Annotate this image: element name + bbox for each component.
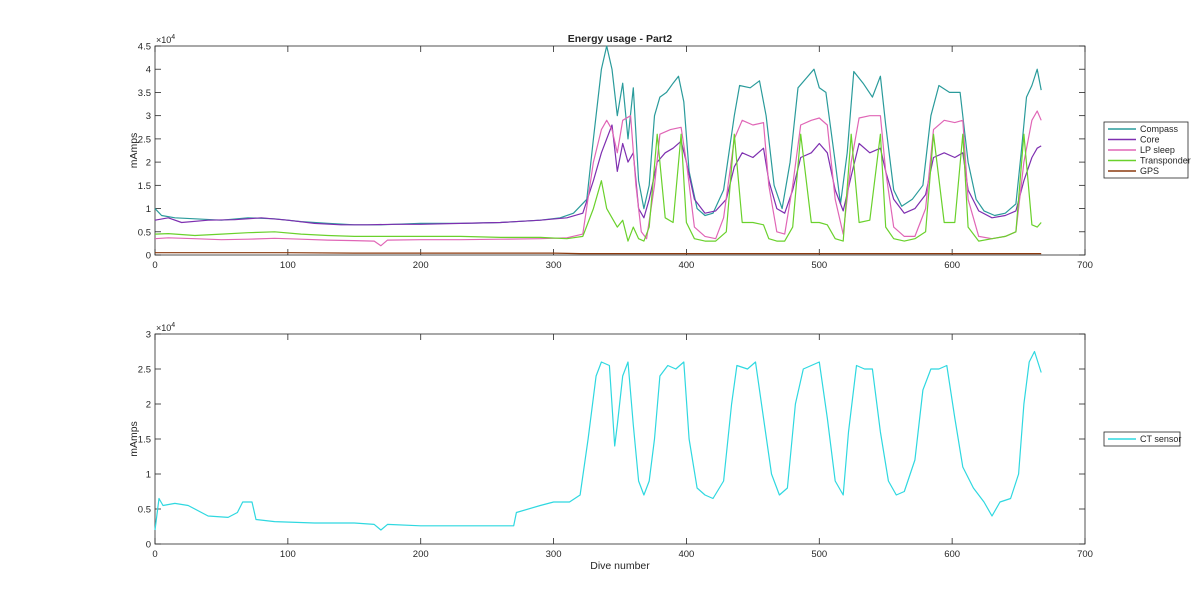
y-tick-label: 2.5: [138, 365, 151, 376]
y-axis-label: mAmps: [128, 421, 140, 457]
y-tick-label: 2.5: [138, 134, 151, 145]
legend-entry-label: Core: [1140, 135, 1160, 145]
plot-area: [154, 45, 1086, 256]
x-tick-label: 100: [280, 260, 296, 271]
y-tick-label: 4: [146, 65, 151, 76]
y-tick-label: 1: [146, 470, 151, 481]
energy-usage-axes: Energy usage - Part2 mAmps ×104 0 100 200 3…: [128, 33, 1191, 271]
y-tick-label: 1.5: [138, 181, 151, 192]
legend-entry-label: Compass: [1140, 124, 1179, 134]
legend-box: [1103, 431, 1181, 447]
chart-title: Energy usage - Part2: [568, 33, 673, 45]
y-tick-label: 3.5: [138, 88, 151, 99]
x-tick-label: 300: [546, 549, 562, 560]
series-line-gps: [155, 252, 1042, 255]
y-tick-label: 1.5: [138, 435, 151, 446]
x-tick-label: 700: [1077, 549, 1093, 560]
y-exponent-power: 4: [171, 34, 175, 41]
tick-group: 0 100 200 300 400 500 600 700 0 0.5 1 1.5 2 2.5 3 3.5 4 4…: [138, 42, 1093, 272]
y-axis-exponent: ×104: [156, 34, 175, 45]
x-tick-label: 400: [678, 549, 694, 560]
x-tick-label: 200: [413, 260, 429, 271]
series-group: [154, 350, 1042, 531]
y-tick-label: 1: [146, 204, 151, 215]
legend-entry-label: LP sleep: [1140, 145, 1175, 155]
x-tick-label: 600: [944, 260, 960, 271]
x-tick-label: 100: [280, 549, 296, 560]
ct-sensor-axes: Dive number mAmps ×104 0 100 200 300 400 500 6…: [128, 322, 1181, 572]
y-exponent-base: ×10: [156, 35, 171, 45]
series-line-ct-sensor: [154, 350, 1042, 531]
y-tick-label: 0.5: [138, 505, 151, 516]
y-tick-label: 0: [146, 540, 151, 551]
series-line-transponder: [154, 133, 1042, 242]
legend[interactable]: CT sensor: [1103, 431, 1181, 447]
x-tick-label: 500: [811, 549, 827, 560]
legend-entry-label: Transponder: [1140, 156, 1191, 166]
x-tick-label: 0: [152, 549, 157, 560]
legend-entry-label: CT sensor: [1140, 434, 1181, 444]
x-tick-label: 400: [678, 260, 694, 271]
y-exponent-power: 4: [171, 322, 175, 329]
series-line-lp-sleep: [154, 110, 1042, 247]
y-axis-label: mAmps: [128, 133, 140, 169]
y-axis-exponent: ×104: [156, 322, 175, 333]
tick-group: 0 100 200 300 400 500 600 700 0 0.5 1 1.5 2 2.5 3: [138, 330, 1093, 561]
y-tick-label: 2: [146, 400, 151, 411]
x-tick-label: 700: [1077, 260, 1093, 271]
y-tick-label: 3: [146, 111, 151, 122]
legend-entry-label: GPS: [1140, 166, 1159, 176]
y-tick-label: 0: [146, 251, 151, 262]
y-tick-label: 4.5: [138, 42, 151, 53]
x-tick-label: 300: [546, 260, 562, 271]
y-tick-label: 0.5: [138, 227, 151, 238]
series-group: [154, 45, 1042, 255]
y-exponent-base: ×10: [156, 323, 171, 333]
x-tick-label: 200: [413, 549, 429, 560]
x-tick-label: 0: [152, 260, 157, 271]
x-tick-label: 500: [811, 260, 827, 271]
x-tick-label: 600: [944, 549, 960, 560]
x-axis-label: Dive number: [590, 560, 650, 572]
y-tick-label: 2: [146, 158, 151, 169]
y-tick-label: 3: [146, 330, 151, 341]
plot-area: [154, 333, 1086, 545]
